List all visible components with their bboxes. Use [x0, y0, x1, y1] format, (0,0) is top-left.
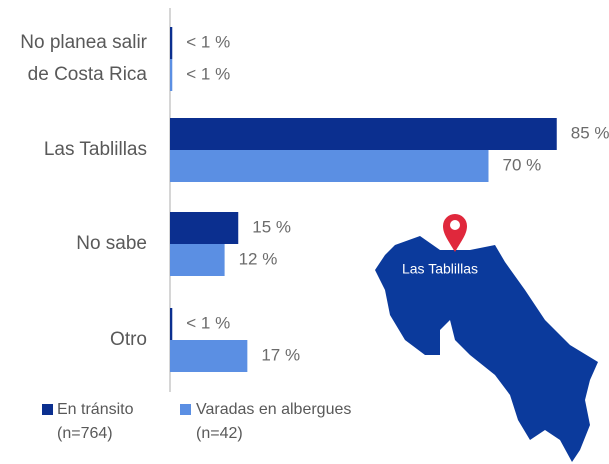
value-label: < 1 %	[186, 313, 230, 332]
bar	[170, 212, 239, 244]
value-label: 85 %	[571, 123, 609, 142]
legend-label: En tránsito (n=764)	[57, 401, 134, 442]
value-label: 70 %	[503, 155, 542, 174]
legend-label: Varadas en albergues (n=42)	[196, 401, 352, 442]
map-costa-rica	[375, 236, 598, 462]
category-label: Las Tablillas	[43, 139, 147, 160]
bar	[170, 118, 557, 150]
value-label: < 1 %	[186, 64, 230, 83]
bar	[170, 244, 225, 276]
map-label: Las Tablillas	[402, 261, 478, 277]
bar	[170, 308, 173, 340]
value-label: 15 %	[252, 217, 291, 236]
value-label: 12 %	[239, 249, 278, 268]
map-pin-dot	[450, 220, 460, 230]
bar	[170, 340, 248, 372]
bar	[170, 27, 173, 59]
category-label: No sabe	[76, 233, 147, 254]
legend-swatch	[180, 404, 191, 415]
bar	[170, 59, 173, 91]
value-label: < 1 %	[186, 32, 230, 51]
category-label: Otro	[110, 329, 147, 350]
map-pin	[443, 214, 467, 252]
value-label: 17 %	[261, 345, 300, 364]
legend-swatch	[42, 404, 53, 415]
bar	[170, 150, 489, 182]
category-label: No planea salir de Costa Rica	[20, 32, 147, 85]
